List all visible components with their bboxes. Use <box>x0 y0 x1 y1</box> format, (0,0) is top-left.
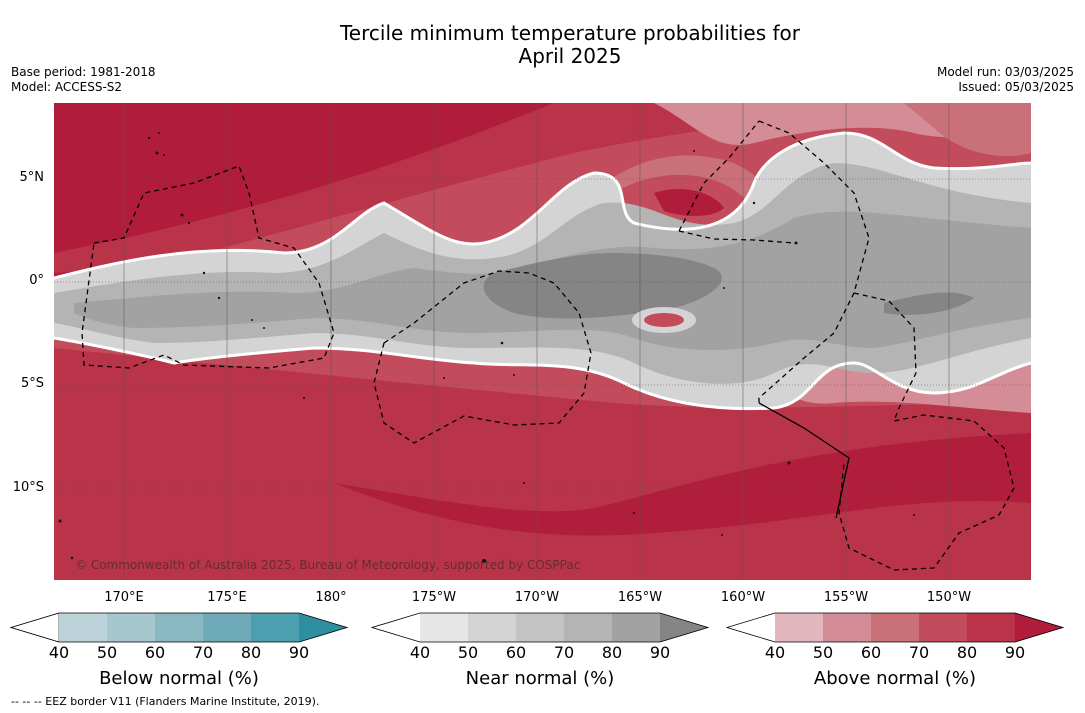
above-tick-80: 80 <box>956 643 978 662</box>
below-seg-3 <box>155 613 203 642</box>
meta-right: Model run: 03/03/2025 Issued: 05/03/2025 <box>937 65 1074 95</box>
lon-label-170w: 170°W <box>514 590 560 605</box>
above-seg-6 <box>1015 613 1063 642</box>
issued-date: Issued: 05/03/2025 <box>958 80 1074 94</box>
above-seg-3 <box>871 613 919 642</box>
model-name: Model: ACCESS-S2 <box>11 80 123 94</box>
below-seg-6 <box>299 613 347 642</box>
copyright-credit: © Commonwealth of Australia 2025, Bureau… <box>75 558 581 572</box>
eez-footnote: -- -- -- EEZ border V11 (Flanders Marine… <box>11 695 320 708</box>
above-normal-90-pocket <box>654 188 724 216</box>
above-seg-2 <box>823 613 871 642</box>
near-tick-90: 90 <box>649 643 671 662</box>
near-normal-title: Near normal (%) <box>465 668 615 689</box>
near-seg-2 <box>468 613 516 642</box>
lat-label-5n: 5°N <box>19 170 45 185</box>
near-normal-north-boundary <box>54 131 1031 280</box>
colorbar-near-normal <box>370 612 710 643</box>
near-tick-50: 50 <box>457 643 479 662</box>
below-seg-0 <box>9 612 60 643</box>
below-tick-40: 40 <box>48 643 70 662</box>
below-normal-title: Below normal (%) <box>99 668 259 689</box>
near-seg-6 <box>660 613 708 642</box>
below-outline <box>9 612 349 643</box>
lon-label-175e: 175°E <box>207 590 247 605</box>
lat-label-5s: 5°S <box>20 376 44 391</box>
above-outline <box>725 612 1065 643</box>
near-seg-5 <box>612 613 660 642</box>
colorbar-above-normal <box>725 612 1065 643</box>
near-seg-1 <box>420 613 468 642</box>
lon-label-150w: 150°W <box>926 590 972 605</box>
colorbar-below-normal <box>9 612 349 643</box>
below-tick-50: 50 <box>96 643 118 662</box>
lon-label-170e: 170°E <box>104 590 144 605</box>
colorbar-below-svg <box>9 612 349 643</box>
above-normal-60-northeast <box>904 103 1031 157</box>
near-normal-80-east <box>884 292 974 315</box>
eez-line-islands-west <box>678 120 760 232</box>
near-normal-80-core <box>483 253 722 319</box>
map-canvas <box>54 103 1031 580</box>
above-tick-50: 50 <box>812 643 834 662</box>
lon-label-180: 180° <box>315 590 347 605</box>
map-title: Tercile minimum temperature probabilitie… <box>0 22 1085 68</box>
meta-left: Base period: 1981-2018 Model: ACCESS-S2 <box>11 65 156 95</box>
title-line-1: Tercile minimum temperature probabilitie… <box>339 21 801 45</box>
lat-label-0: 0° <box>29 273 44 288</box>
meridians <box>123 103 950 580</box>
near-seg-3 <box>516 613 564 642</box>
near-seg-0 <box>372 613 420 642</box>
eez-borders <box>81 120 1015 571</box>
above-tick-90: 90 <box>1004 643 1026 662</box>
near-tick-70: 70 <box>553 643 575 662</box>
lon-label-155w: 155°W <box>823 590 869 605</box>
near-tick-60: 60 <box>505 643 527 662</box>
below-tick-70: 70 <box>192 643 214 662</box>
above-normal-island <box>644 313 684 327</box>
below-seg-5 <box>251 613 299 642</box>
eez-line-islands-south <box>678 230 795 244</box>
lon-label-160w: 160°W <box>720 590 766 605</box>
above-seg-1 <box>775 613 823 642</box>
eez-central-kiribati <box>373 270 592 444</box>
below-tick-80: 80 <box>240 643 262 662</box>
above-seg-0 <box>727 613 775 642</box>
below-tick-90: 90 <box>288 643 310 662</box>
above-tick-70: 70 <box>908 643 930 662</box>
below-tick-60: 60 <box>144 643 166 662</box>
above-tick-40: 40 <box>764 643 786 662</box>
eez-cook-islands <box>838 292 1015 571</box>
eez-solid-border <box>758 402 850 519</box>
above-normal-90-south-patch <box>334 433 1031 536</box>
title-line-2: April 2025 <box>518 44 622 68</box>
below-seg-2 <box>107 613 155 642</box>
eez-phoenix-line <box>758 120 870 403</box>
above-seg-5 <box>967 613 1015 642</box>
islands <box>58 132 915 563</box>
colorbar-above-svg <box>725 612 1065 643</box>
lat-label-10s: 10°S <box>12 480 44 495</box>
below-seg-1 <box>59 613 107 642</box>
lon-label-175w: 175°W <box>411 590 457 605</box>
graticule <box>54 178 1031 489</box>
base-period: Base period: 1981-2018 <box>11 65 156 79</box>
near-outline <box>370 612 710 643</box>
probability-map <box>54 103 1031 580</box>
model-run: Model run: 03/03/2025 <box>936 65 1074 79</box>
above-normal-title: Above normal (%) <box>813 668 977 689</box>
near-tick-40: 40 <box>409 643 431 662</box>
below-seg-4 <box>203 613 251 642</box>
above-seg-4 <box>919 613 967 642</box>
colorbar-near-svg <box>370 612 710 643</box>
above-tick-60: 60 <box>860 643 882 662</box>
lon-label-165w: 165°W <box>617 590 663 605</box>
near-seg-4 <box>564 613 612 642</box>
near-normal-south-boundary <box>54 336 1031 411</box>
near-tick-80: 80 <box>601 643 623 662</box>
